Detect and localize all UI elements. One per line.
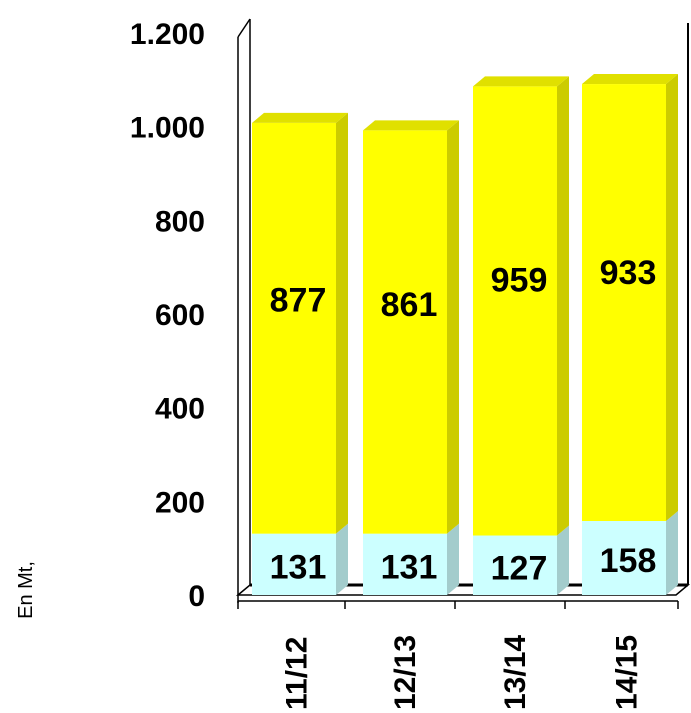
y-tick-label-5: 1.000 — [130, 112, 205, 145]
axes — [237, 37, 679, 609]
data-label-0-1: 131 — [381, 548, 438, 586]
data-label-1-0: 877 — [270, 282, 327, 320]
bar-segment-0-2 — [473, 535, 557, 595]
bar-segment-0-0 — [252, 533, 336, 595]
x-tick-label-1: 12/13 — [389, 635, 422, 710]
x-tick-label-3: 14/15 — [611, 635, 644, 710]
y-tick-label-4: 800 — [155, 205, 205, 238]
data-label-1-2: 959 — [491, 262, 548, 300]
bar-side-0-1 — [447, 523, 459, 595]
bar-side-1-1 — [447, 120, 459, 534]
data-label-1-3: 933 — [600, 254, 657, 292]
y-tick-label-6: 1.200 — [130, 18, 205, 51]
data-label-0-2: 127 — [491, 549, 548, 587]
bar-side-1-2 — [557, 76, 569, 536]
y-unit-label: En Mt, — [15, 561, 37, 619]
y-tick-label-2: 400 — [155, 393, 205, 426]
y-tick-label-1: 200 — [155, 486, 205, 519]
bar-segment-1-2 — [473, 86, 557, 536]
bar-top-3 — [582, 74, 678, 85]
bar-side-0-0 — [336, 523, 348, 595]
bar-side-1-0 — [336, 112, 348, 534]
bar-segment-1-3 — [582, 84, 666, 522]
bar-side-1-3 — [666, 74, 678, 522]
y-tick-label-3: 600 — [155, 299, 205, 332]
x-tick-label-0: 11/12 — [281, 637, 314, 710]
back-wall-top-corner — [237, 18, 251, 38]
bar-top-2 — [473, 76, 569, 87]
data-label-1-1: 861 — [381, 286, 438, 324]
data-label-0-0: 131 — [270, 548, 327, 586]
labels: 131 877 131 861 127 959 158 933 0 200 400 600 800 1.0… — [130, 18, 656, 710]
bar-top-1 — [363, 120, 459, 131]
bar-segment-1-1 — [363, 130, 447, 534]
bars — [252, 74, 678, 595]
data-label-0-3: 158 — [600, 542, 657, 580]
y-tick-label-0: 0 — [188, 580, 205, 613]
bar-segment-0-3 — [582, 521, 666, 595]
bar-side-0-3 — [666, 511, 678, 595]
x-tick-label-2: 13/14 — [499, 635, 532, 710]
bar-side-0-2 — [557, 525, 569, 595]
bar-segment-0-1 — [363, 533, 447, 595]
bar-top-0 — [252, 112, 348, 123]
bar-segment-1-0 — [252, 122, 336, 534]
